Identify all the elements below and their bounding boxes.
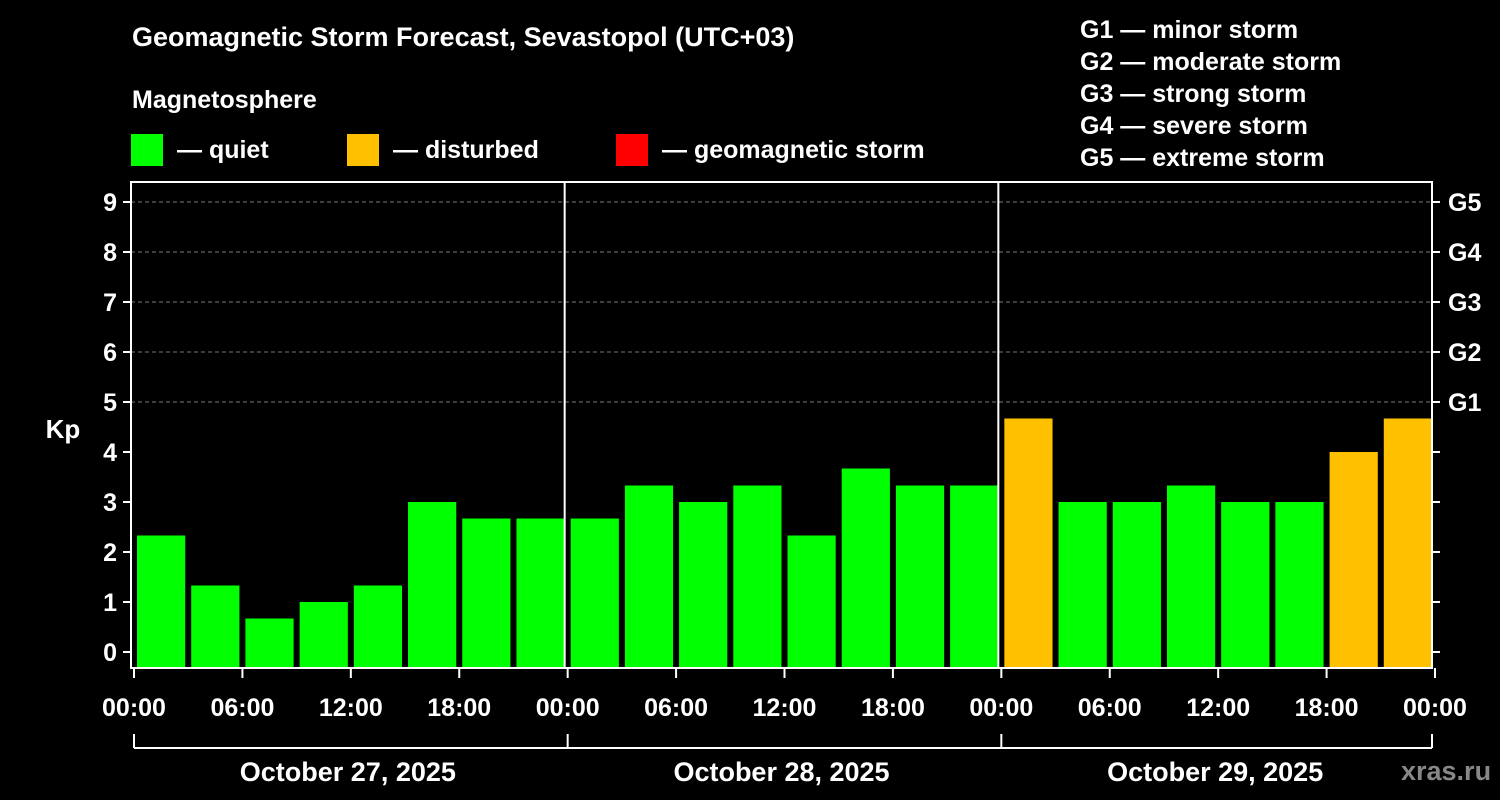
y-tick-label: 5 (103, 389, 117, 417)
g-level-label: G3 (1448, 289, 1481, 317)
x-tick-label: 18:00 (1295, 694, 1359, 722)
legend-disturbed-swatch (347, 134, 379, 166)
magnetosphere-heading: Magnetosphere (132, 86, 317, 114)
kp-bar (895, 485, 945, 668)
plot-frame (130, 181, 1433, 669)
x-tick-label: 18:00 (861, 694, 925, 722)
y-axis-label: Kp (46, 414, 81, 444)
x-tick-label: 12:00 (319, 694, 383, 722)
kp-bar (1275, 502, 1324, 668)
y-tick-label: 6 (103, 339, 117, 367)
kp-bar (787, 535, 836, 668)
kp-bar (137, 535, 186, 668)
x-tick-label: 06:00 (1078, 694, 1142, 722)
kp-bar (516, 518, 565, 668)
kp-bar (299, 602, 348, 668)
y-tick-label: 8 (103, 239, 117, 267)
kp-bar (191, 585, 240, 668)
g-scale-item: G5 — extreme storm (1080, 144, 1325, 172)
x-tick-label: 06:00 (210, 694, 274, 722)
legend-storm: — geomagnetic storm (616, 134, 925, 166)
y-tick-label: 0 (103, 639, 117, 667)
x-tick-label: 18:00 (427, 694, 491, 722)
day-label: October 27, 2025 (240, 757, 456, 787)
legend-quiet-swatch (131, 134, 163, 166)
x-tick-label: 00:00 (536, 694, 600, 722)
kp-bar (679, 502, 728, 668)
g-level-label: G1 (1448, 389, 1481, 417)
kp-bar (1058, 502, 1107, 668)
x-tick-label: 06:00 (644, 694, 708, 722)
kp-bar (245, 618, 294, 668)
g-scale-item: G2 — moderate storm (1080, 48, 1342, 76)
x-tick-label: 00:00 (969, 694, 1033, 722)
kp-bar (1221, 502, 1270, 668)
g-scale-item: G4 — severe storm (1080, 112, 1308, 140)
g-scale-item: G3 — strong storm (1080, 80, 1307, 108)
x-tick-label: 00:00 (102, 694, 166, 722)
watermark: xras.ru (1401, 756, 1492, 786)
x-tick-label: 00:00 (1403, 694, 1467, 722)
legend-disturbed-label: — disturbed (393, 135, 539, 164)
kp-bar (1112, 502, 1161, 668)
kp-bar (462, 518, 511, 668)
kp-bar (1166, 485, 1216, 668)
legend-quiet-label: — quiet (177, 135, 269, 164)
legend-quiet: — quiet (131, 134, 269, 166)
g-scale-legend: G1 — minor storm G2 — moderate storm G3 … (1080, 14, 1341, 174)
chart-title: Geomagnetic Storm Forecast, Sevastopol (… (132, 22, 795, 52)
day-label: October 29, 2025 (1107, 757, 1323, 787)
kp-bar (353, 585, 403, 668)
kp-bar (570, 518, 619, 668)
kp-bar (841, 468, 890, 668)
y-tick-label: 3 (103, 489, 117, 517)
legend-storm-label: — geomagnetic storm (662, 135, 925, 164)
g-level-label: G4 (1448, 239, 1481, 267)
kp-bar (950, 485, 999, 668)
y-tick-label: 4 (103, 439, 117, 467)
legend-storm-swatch (616, 134, 648, 166)
y-tick-label: 2 (103, 539, 117, 567)
kp-bar (408, 502, 457, 668)
x-tick-label: 12:00 (1186, 694, 1250, 722)
kp-bar (1329, 452, 1378, 668)
legend-disturbed: — disturbed (347, 134, 539, 166)
y-tick-label: 9 (103, 189, 117, 217)
kp-bar (1004, 418, 1053, 668)
y-tick-label: 1 (103, 589, 117, 617)
g-scale-item: G1 — minor storm (1080, 16, 1299, 44)
kp-bar (733, 485, 782, 668)
y-tick-label: 7 (103, 289, 117, 317)
kp-bar (1383, 418, 1432, 668)
g-level-label: G2 (1448, 339, 1481, 367)
g-level-label: G5 (1448, 189, 1481, 217)
x-tick-label: 12:00 (753, 694, 817, 722)
day-label: October 28, 2025 (673, 757, 889, 787)
kp-bar (624, 485, 674, 668)
